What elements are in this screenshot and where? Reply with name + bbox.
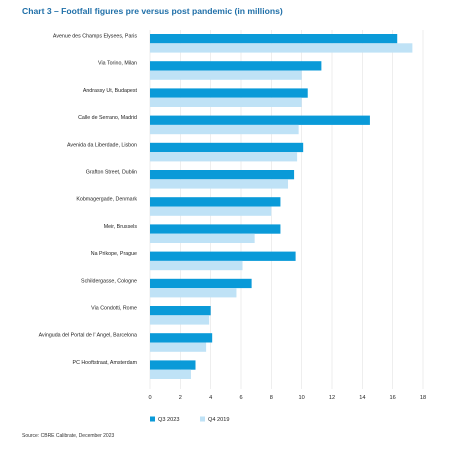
category-label: PC Hooftstraat, Amsterdam: [73, 360, 138, 366]
bar-q4-2019: [150, 70, 302, 80]
bar-q3-2023: [150, 34, 398, 44]
bar-q4-2019: [150, 342, 207, 352]
bar-q3-2023: [150, 278, 252, 289]
x-tick-label: 0: [148, 395, 151, 401]
bar-q4-2019: [150, 260, 243, 271]
category-label: Andrassy Ut, Budapest: [83, 88, 138, 94]
bar-q3-2023: [150, 142, 304, 153]
bar-q4-2019: [150, 179, 289, 189]
bar-q4-2019: [150, 152, 298, 162]
category-label: Via Torino, Milan: [98, 61, 137, 67]
x-tick-label: 14: [359, 395, 365, 401]
legend-swatch: [200, 416, 205, 422]
category-labels: Avenue des Champs Elysees, Paris Via Tori…: [39, 34, 138, 366]
legend-label: Q4 2019: [208, 417, 229, 423]
category-label: Avinguda del Portal de l' Angel, Barcelo…: [39, 333, 137, 339]
bar-q3-2023: [150, 197, 281, 207]
bar-q4-2019: [150, 97, 302, 107]
x-tick-label: 16: [390, 395, 396, 401]
bar-q3-2023: [150, 61, 322, 71]
bar-q3-2023: [150, 333, 213, 343]
bar-q3-2023: [150, 360, 196, 370]
category-label: Kobmagergade, Denmark: [76, 197, 137, 203]
legend-label: Q3 2023: [158, 417, 179, 423]
bar-q3-2023: [150, 115, 370, 125]
x-tick-label: 2: [179, 395, 182, 401]
bar-q3-2023: [150, 88, 308, 98]
bar-q4-2019: [150, 369, 191, 379]
bar-q4-2019: [150, 43, 413, 53]
chart-title: Chart 3 – Footfall figures pre versus po…: [22, 6, 283, 16]
x-tick-label: 8: [270, 395, 273, 401]
x-tick-label: 10: [299, 395, 305, 401]
category-label: Via Condotti, Rome: [91, 306, 137, 312]
source-note: Source: CBRE Calibrate, December 2023: [22, 433, 115, 439]
category-label: Na Prikope, Prague: [91, 251, 137, 257]
bar-q4-2019: [150, 124, 299, 135]
legend: Q3 2023 Q4 2019: [150, 416, 229, 423]
category-label: Meir, Brussels: [104, 224, 138, 230]
bar-q4-2019: [150, 288, 237, 298]
x-tick-label: 6: [239, 395, 242, 401]
bar-q3-2023: [150, 170, 295, 180]
legend-swatch: [150, 416, 155, 422]
category-label: Avenue des Champs Elysees, Paris: [53, 34, 137, 40]
category-label: Schildergasse, Cologne: [81, 278, 137, 284]
bar-q3-2023: [150, 306, 211, 316]
x-tick-label: 18: [420, 395, 426, 401]
bar-q4-2019: [150, 315, 210, 325]
bars: [150, 34, 413, 379]
category-label: Avenida da Liberdade, Lisbon: [67, 142, 137, 148]
bar-q4-2019: [150, 206, 272, 216]
bar-q3-2023: [150, 251, 296, 261]
category-label: Grafton Street, Dublin: [86, 170, 137, 176]
x-tick-label: 4: [209, 395, 212, 401]
x-tick-label: 12: [329, 395, 335, 401]
x-axis-ticks: 0 2 4 6 8 10 12 14 16 18: [148, 395, 426, 401]
bar-q3-2023: [150, 224, 281, 234]
bar-q4-2019: [150, 233, 255, 243]
category-label: Calle de Serrano, Madrid: [78, 115, 137, 121]
